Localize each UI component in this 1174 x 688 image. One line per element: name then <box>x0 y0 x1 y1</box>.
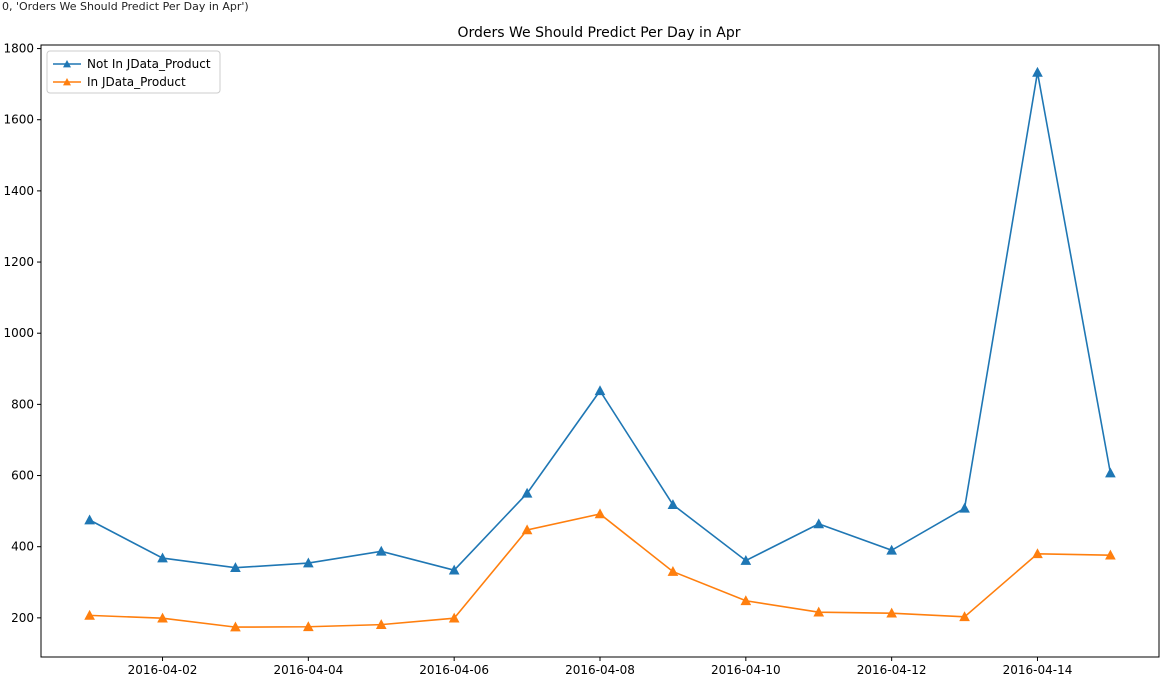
data-point <box>813 518 825 529</box>
y-tick-label: 200 <box>11 611 34 625</box>
x-tick-label: 2016-04-06 <box>419 663 489 677</box>
data-point <box>375 545 387 556</box>
data-point <box>448 564 460 575</box>
legend-marker <box>63 78 71 86</box>
data-point <box>521 487 533 498</box>
y-tick-label: 400 <box>11 540 34 554</box>
x-tick-label: 2016-04-14 <box>1003 663 1073 677</box>
data-point <box>667 499 679 510</box>
legend: Not In JData_Product In JData_Product <box>46 50 221 94</box>
x-tick-label: 2016-04-04 <box>273 663 343 677</box>
y-tick-label: 1200 <box>3 255 34 269</box>
data-point <box>886 544 897 555</box>
data-point <box>230 621 241 632</box>
x-axis: 2016-04-02 2016-04-04 2016-04-06 2016-04-08… <box>128 657 1073 677</box>
data-point <box>740 555 752 565</box>
data-point <box>1032 548 1043 559</box>
data-point <box>886 607 897 618</box>
data-point <box>740 595 752 606</box>
y-tick-label: 1800 <box>3 42 34 56</box>
series-2 <box>84 508 1116 632</box>
data-point <box>1105 467 1116 478</box>
legend-item: Not In JData_Product <box>53 57 211 71</box>
legend-box <box>46 50 221 94</box>
data-point <box>521 524 533 535</box>
chart-title: Orders We Should Predict Per Day in Apr <box>457 25 740 41</box>
y-tick-label: 600 <box>11 469 34 483</box>
y-tick-label: 1000 <box>3 326 34 340</box>
data-point <box>594 385 606 396</box>
x-tick-label: 2016-04-08 <box>565 663 635 677</box>
header-text: 0, 'Orders We Should Predict Per Day in … <box>2 0 249 13</box>
data-point <box>594 508 606 519</box>
data-point <box>1105 549 1116 560</box>
data-point <box>303 557 314 568</box>
data-point <box>230 562 241 573</box>
data-point <box>448 612 460 623</box>
legend-label: In JData_Product <box>87 75 186 89</box>
series-line <box>89 513 1111 628</box>
data-point <box>667 566 679 576</box>
x-tick-label: 2016-04-02 <box>128 663 198 677</box>
data-point <box>813 606 825 617</box>
series-line <box>89 72 1112 572</box>
data-point <box>84 609 95 620</box>
data-point <box>959 502 970 513</box>
y-tick-label: 1600 <box>3 113 34 127</box>
x-tick-label: 2016-04-12 <box>857 663 927 677</box>
data-point <box>959 611 970 622</box>
x-tick-label: 2016-04-10 <box>711 663 781 677</box>
data-point <box>375 619 387 629</box>
data-point <box>303 621 314 632</box>
y-tick-label: 800 <box>11 397 34 411</box>
legend-label: Not In JData_Product <box>87 57 211 71</box>
data-point <box>157 612 168 623</box>
legend-item: In JData_Product <box>53 75 186 89</box>
legend-marker <box>63 60 71 68</box>
series-1 <box>84 66 1116 575</box>
data-point <box>1032 66 1043 77</box>
series-layer <box>84 66 1116 632</box>
y-tick-label: 1400 <box>3 184 34 198</box>
data-point <box>84 514 95 525</box>
data-point <box>157 552 168 563</box>
y-axis: 200 400 600 800 1000 1200 1400 1600 1800 <box>3 42 41 625</box>
